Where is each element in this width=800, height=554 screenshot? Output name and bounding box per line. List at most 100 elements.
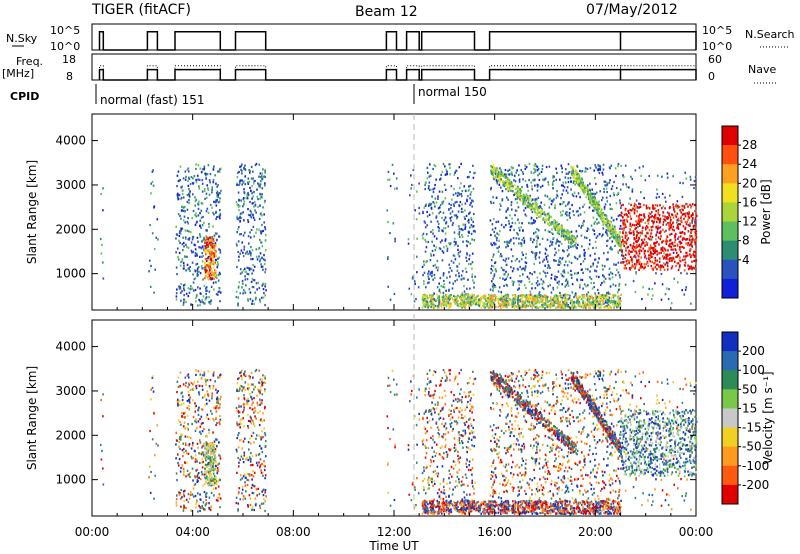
power-cell xyxy=(200,264,203,268)
power-cell xyxy=(243,188,245,191)
power-cell xyxy=(536,239,538,242)
power-cell xyxy=(608,296,611,299)
power-cell xyxy=(601,299,603,302)
power-cell xyxy=(260,232,262,235)
power-cell xyxy=(555,167,557,170)
power-cell xyxy=(531,188,534,191)
power-cell xyxy=(614,300,617,303)
power-cell xyxy=(571,170,573,173)
power-cell xyxy=(445,245,448,248)
power-cell xyxy=(561,306,563,309)
power-cell xyxy=(523,201,526,205)
power-cell xyxy=(480,306,483,309)
power-cell xyxy=(524,164,526,167)
power-cell xyxy=(555,259,557,262)
power-cell xyxy=(465,189,467,192)
power-cell xyxy=(202,254,204,258)
power-cell xyxy=(511,221,514,224)
power-cell xyxy=(629,250,632,253)
power-cell xyxy=(202,278,204,281)
power-cell xyxy=(99,237,102,241)
power-cell xyxy=(518,180,521,183)
power-cell xyxy=(253,179,256,183)
power-cell xyxy=(467,218,470,222)
power-cell xyxy=(561,296,564,299)
power-cell xyxy=(215,274,218,277)
power-cell xyxy=(448,304,450,307)
power-cell xyxy=(639,203,642,206)
power-cell xyxy=(627,215,629,218)
power-cell xyxy=(469,226,471,229)
power-cell xyxy=(200,202,203,205)
power-cell xyxy=(668,212,670,215)
power-cell xyxy=(571,283,574,286)
power-cell xyxy=(677,268,680,272)
power-cell xyxy=(694,234,697,237)
power-cell xyxy=(212,238,214,241)
power-cell xyxy=(554,296,557,300)
power-cell xyxy=(553,253,556,257)
power-cell xyxy=(443,218,446,221)
power-cell xyxy=(610,236,613,239)
power-cell xyxy=(456,265,458,268)
power-cell xyxy=(575,301,578,304)
power-cell xyxy=(469,203,471,207)
power-cell xyxy=(662,249,665,252)
power-cell xyxy=(557,270,560,273)
power-cell xyxy=(569,207,571,211)
power-cell xyxy=(449,163,452,166)
power-cell xyxy=(577,174,580,177)
power-cell xyxy=(484,306,486,309)
power-cell xyxy=(450,259,453,263)
power-cell xyxy=(664,215,666,218)
power-cell xyxy=(433,244,435,247)
power-cell xyxy=(472,187,475,190)
power-cell xyxy=(507,179,509,182)
power-cell xyxy=(557,230,560,233)
power-cell xyxy=(501,199,504,202)
power-cell xyxy=(218,192,221,195)
power-cell xyxy=(250,177,253,180)
power-cell xyxy=(218,271,221,274)
power-cell xyxy=(505,270,507,273)
power-cell xyxy=(641,229,644,232)
power-cell xyxy=(239,268,242,271)
power-cell xyxy=(558,263,561,266)
power-cell xyxy=(545,258,548,261)
power-cell xyxy=(219,197,221,200)
power-cell xyxy=(460,274,463,277)
power-cell xyxy=(256,258,259,261)
power-cell xyxy=(464,295,466,298)
power-cell xyxy=(624,241,626,244)
power-cell xyxy=(630,257,633,260)
power-cell xyxy=(570,269,572,272)
power-cell xyxy=(661,264,663,267)
power-cell xyxy=(148,259,151,262)
power-cell xyxy=(199,233,201,236)
power-cell xyxy=(620,254,623,257)
power-cell xyxy=(652,222,655,225)
power-cell xyxy=(610,216,613,219)
power-cell xyxy=(499,202,501,206)
power-cell xyxy=(619,249,621,252)
power-cell xyxy=(433,235,436,238)
power-cell xyxy=(620,214,623,217)
power-cell xyxy=(558,178,561,181)
power-cell xyxy=(637,254,639,257)
power-cell xyxy=(514,299,516,302)
power-cell xyxy=(569,301,572,305)
power-cell xyxy=(523,241,526,244)
power-cell xyxy=(212,254,214,257)
power-cell xyxy=(215,182,217,185)
power-cell xyxy=(182,301,185,304)
power-cell xyxy=(653,216,656,219)
power-cell xyxy=(672,175,674,178)
power-cell xyxy=(219,168,221,171)
power-cell xyxy=(600,210,602,213)
power-cell xyxy=(464,223,467,226)
power-cell xyxy=(506,182,509,185)
power-cell xyxy=(259,204,261,207)
power-cell xyxy=(471,252,474,255)
power-cell xyxy=(496,182,499,185)
